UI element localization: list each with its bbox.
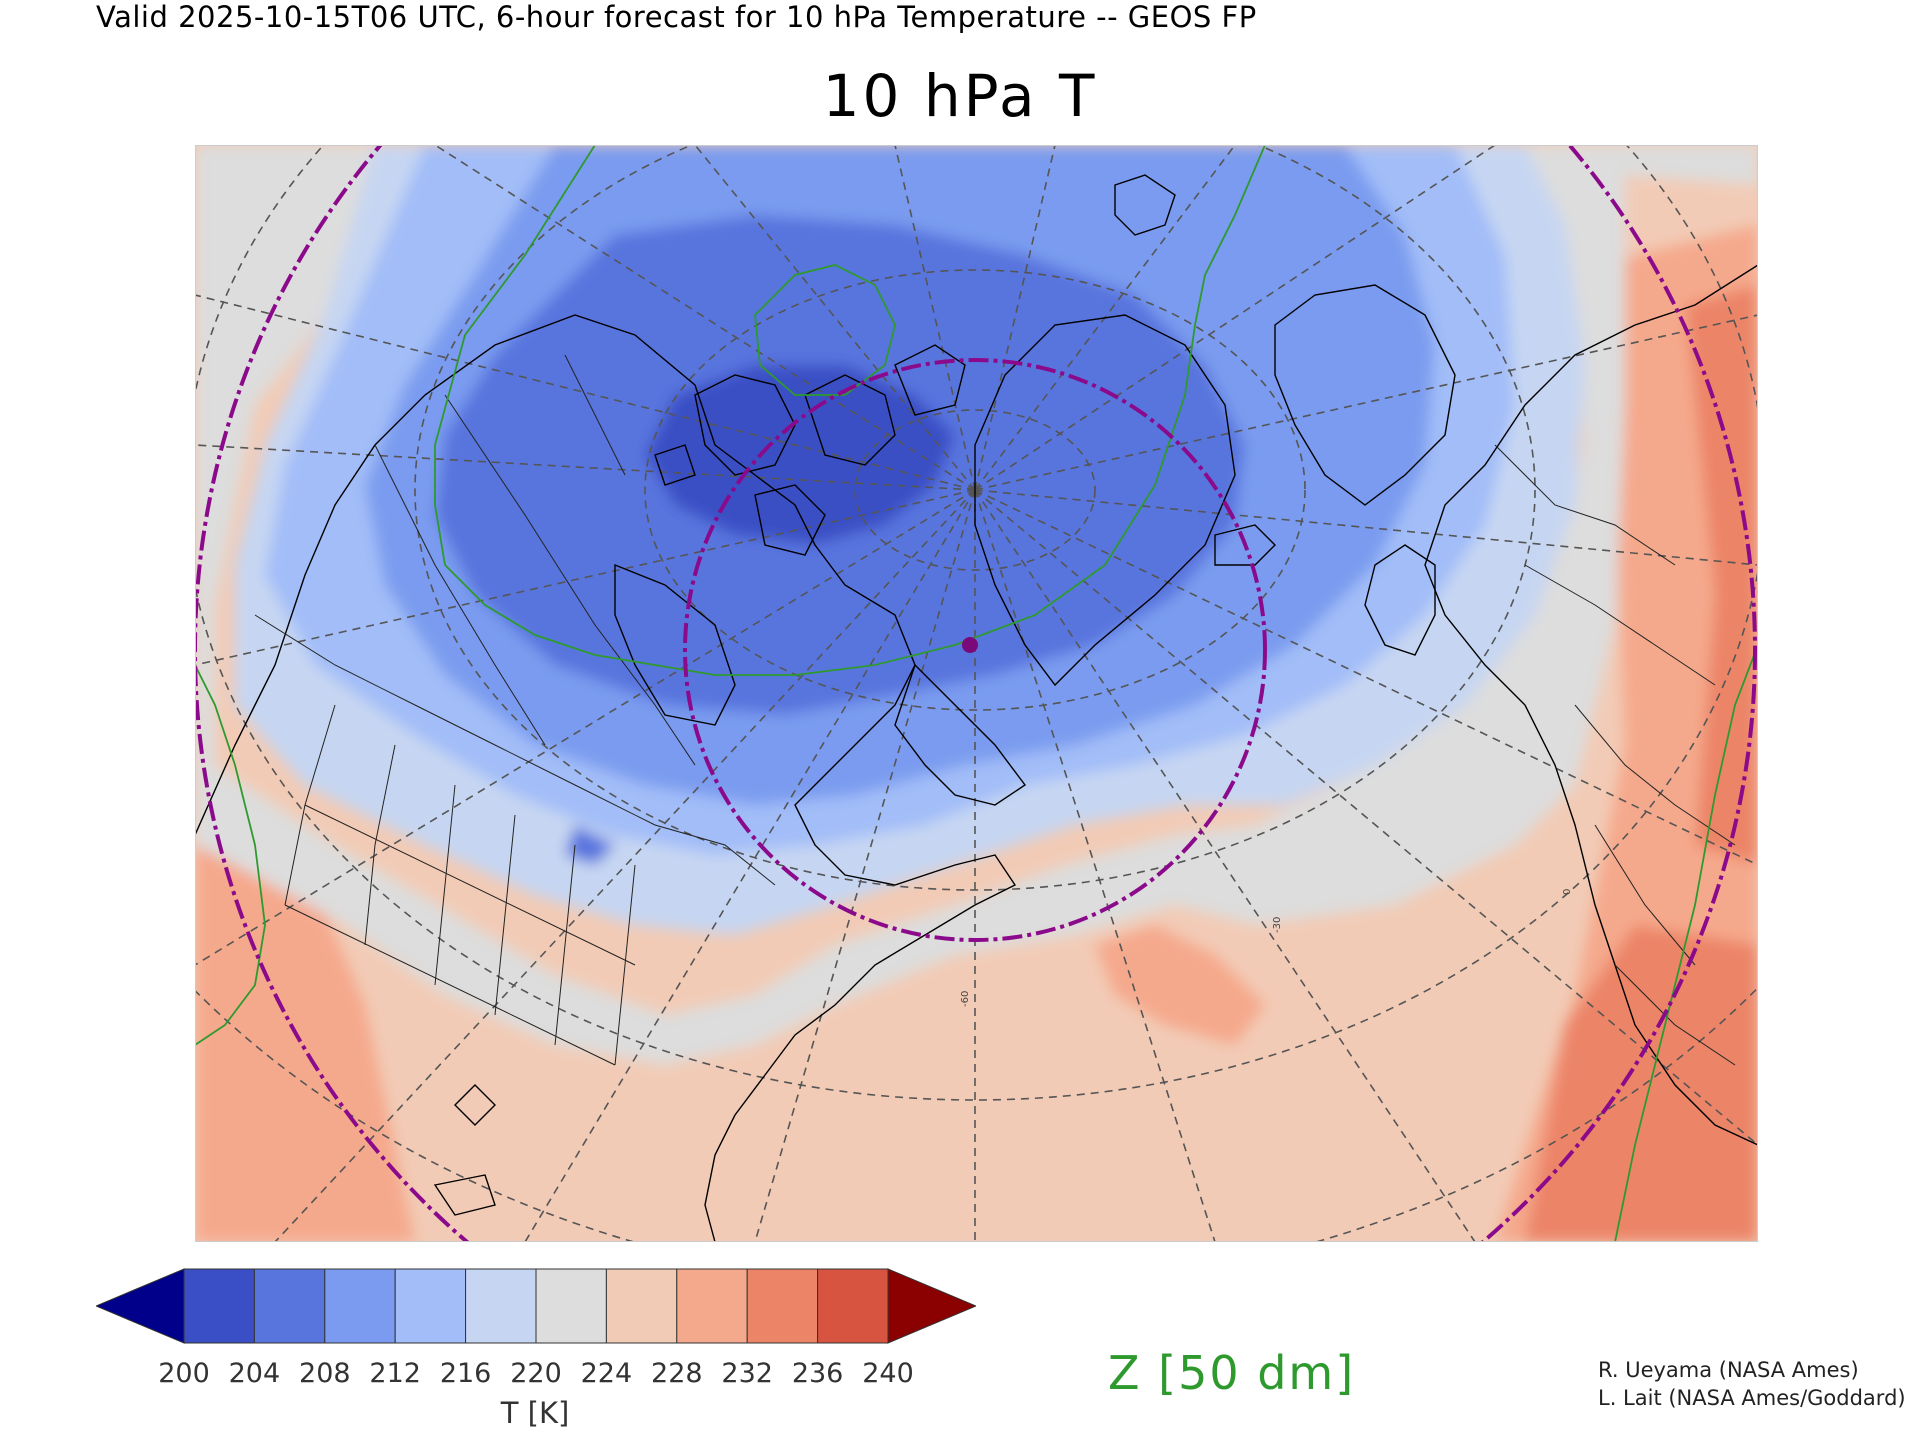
warm-band-southeast <box>1525 925 1758 1242</box>
warm-patch-atlantic <box>1095 925 1265 1045</box>
range-circle-inner <box>683 358 1267 942</box>
colorbar-tick-label: 228 <box>651 1358 703 1389</box>
colorbar-under-triangle <box>96 1268 185 1344</box>
graticule-label-b: -30 <box>1272 917 1283 933</box>
colorbar-bin <box>535 1268 607 1344</box>
range-circle-outer <box>195 145 1757 1242</box>
colorbar-tick-label: 208 <box>299 1358 351 1389</box>
colorbar-bin <box>183 1268 255 1344</box>
contour-key-label: Z [50 dm] <box>1108 1346 1356 1400</box>
colorbar-over-triangle <box>887 1268 976 1344</box>
colorbar <box>96 1268 976 1344</box>
colorbar-tick-label: 220 <box>510 1358 562 1389</box>
band-200 <box>645 365 955 545</box>
temperature-map: -60 -30 0 <box>195 145 1758 1242</box>
colorbar-bins <box>183 1268 889 1344</box>
coast-british-isles <box>1364 544 1436 656</box>
colorbar-tick-label: 240 <box>862 1358 914 1389</box>
colorbar-tick-label: 236 <box>791 1358 844 1389</box>
map-frame <box>195 145 1758 1242</box>
map-title: 10 hPa T <box>822 62 1098 130</box>
forecast-header: Valid 2025-10-15T06 UTC, 6-hour forecast… <box>96 0 1257 34</box>
coast-europe <box>1424 264 1758 1146</box>
height-contour-inner <box>754 264 896 396</box>
graticule-label-c: 0 <box>1562 889 1573 895</box>
range-circles <box>195 145 1757 1242</box>
height-contour-east <box>1614 644 1758 1242</box>
coast-greenland <box>974 314 1236 687</box>
colorbar-tick-label: 212 <box>369 1358 421 1389</box>
graticule-label-a: -60 <box>960 991 971 1007</box>
height-contours <box>195 145 1758 1242</box>
height-contour-west <box>195 664 266 1046</box>
colorbar-units-label: T [K] <box>500 1396 570 1430</box>
colorbar-bin <box>465 1268 537 1344</box>
colorbar-bin <box>817 1268 889 1344</box>
political-boundaries <box>254 354 1736 1066</box>
colorbar-bin <box>324 1268 396 1344</box>
colorbar-bin <box>253 1268 326 1344</box>
warm-band-west-outer <box>195 765 415 1242</box>
colorbar-bin <box>746 1268 819 1344</box>
station-marker <box>962 637 978 653</box>
coast-arctic-islands <box>654 344 966 556</box>
band-204-patch <box>565 825 615 865</box>
colorbar-tick-label: 232 <box>721 1358 773 1389</box>
colorbar-tick-label: 204 <box>228 1358 281 1389</box>
coast-cuba-mexico <box>433 1084 496 1216</box>
coast-hudson-bay <box>614 563 736 726</box>
colorbar-bin <box>676 1268 748 1344</box>
warm-band-east-inner <box>1685 285 1758 865</box>
colorbar-tick-label: 224 <box>580 1358 633 1389</box>
coast-iceland <box>1214 524 1276 566</box>
credit-line-2: L. Lait (NASA Ames/Goddard) <box>1598 1386 1906 1410</box>
credit-line-1: R. Ueyama (NASA Ames) <box>1598 1358 1859 1382</box>
coast-svalbard <box>1114 174 1176 236</box>
height-contour-outer <box>434 145 1266 676</box>
coast-labrador <box>894 663 1027 806</box>
colorbar-bin <box>394 1268 467 1344</box>
grey-band <box>195 145 1758 1065</box>
colorbar-bin <box>605 1268 678 1344</box>
coast-north-america <box>195 314 1017 1242</box>
coastlines <box>195 174 1758 1242</box>
coast-scandinavia <box>1274 284 1456 506</box>
colorbar-tick-label: 200 <box>158 1358 210 1389</box>
colorbar-tick-label: 216 <box>439 1358 492 1389</box>
